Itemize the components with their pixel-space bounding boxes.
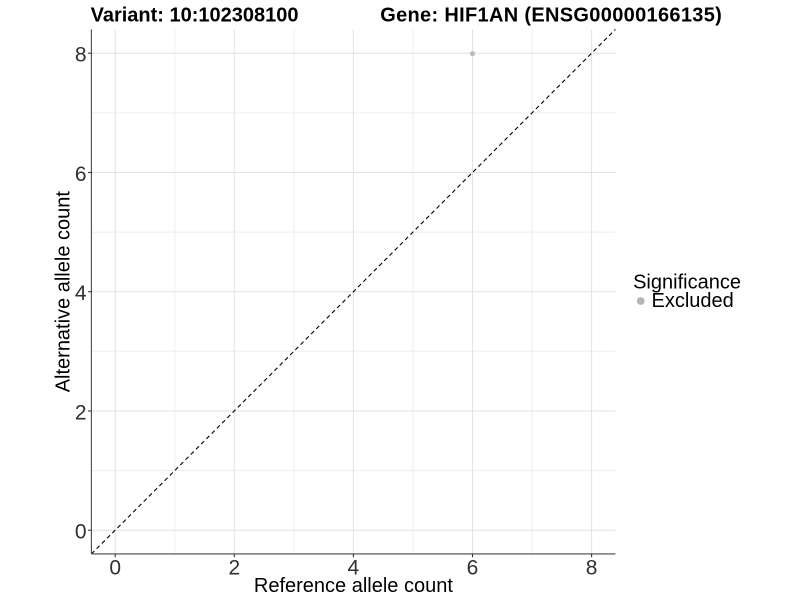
svg-text:Gene: HIF1AN (ENSG00000166135): Gene: HIF1AN (ENSG00000166135) <box>380 4 722 26</box>
svg-text:8: 8 <box>586 557 598 580</box>
svg-text:Alternative allele count: Alternative allele count <box>53 191 75 393</box>
svg-text:Significance: Significance <box>633 272 741 294</box>
svg-text:8: 8 <box>75 44 87 67</box>
svg-text:4: 4 <box>75 282 87 305</box>
svg-text:Variant: 10:102308100: Variant: 10:102308100 <box>91 4 299 26</box>
svg-text:2: 2 <box>228 557 240 580</box>
svg-text:2: 2 <box>75 402 87 425</box>
svg-text:0: 0 <box>75 521 87 544</box>
svg-text:0: 0 <box>109 557 121 580</box>
svg-text:6: 6 <box>75 163 87 186</box>
svg-text:Reference allele count: Reference allele count <box>254 575 453 597</box>
svg-text:4: 4 <box>348 557 360 580</box>
svg-text:6: 6 <box>467 557 479 580</box>
svg-text:Excluded: Excluded <box>652 290 734 312</box>
